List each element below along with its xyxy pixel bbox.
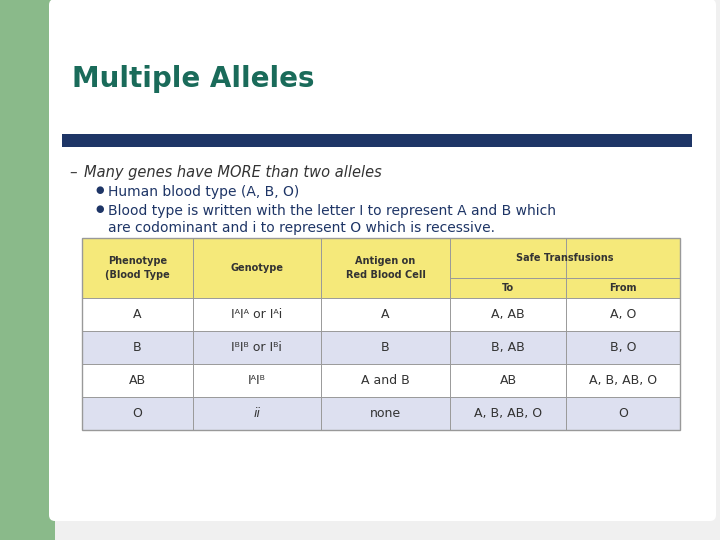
Text: ●: ● bbox=[95, 185, 104, 195]
Bar bbox=[82, 397, 680, 430]
Text: To: To bbox=[502, 283, 514, 293]
Text: Antigen on
Red Blood Cell: Antigen on Red Blood Cell bbox=[346, 256, 426, 280]
Text: O: O bbox=[132, 407, 143, 420]
Text: Genotype: Genotype bbox=[230, 263, 284, 273]
Text: Blood type is written with the letter I to represent A and B which: Blood type is written with the letter I … bbox=[108, 204, 556, 218]
Text: A, AB: A, AB bbox=[491, 308, 525, 321]
Text: B: B bbox=[133, 341, 142, 354]
Text: ii: ii bbox=[253, 407, 261, 420]
Text: A and B: A and B bbox=[361, 374, 410, 387]
Bar bbox=[82, 238, 680, 298]
Text: IᴬIᴬ or Iᴬi: IᴬIᴬ or Iᴬi bbox=[231, 308, 282, 321]
Bar bbox=[62, 134, 692, 147]
Bar bbox=[82, 298, 680, 331]
Text: Many genes have MORE than two alleles: Many genes have MORE than two alleles bbox=[84, 165, 382, 180]
Text: –: – bbox=[69, 165, 76, 180]
Text: none: none bbox=[370, 407, 401, 420]
Text: are codominant and i to represent O which is recessive.: are codominant and i to represent O whic… bbox=[108, 221, 495, 235]
Bar bbox=[82, 238, 680, 430]
Text: A, B, AB, O: A, B, AB, O bbox=[474, 407, 542, 420]
Text: AB: AB bbox=[129, 374, 146, 387]
FancyBboxPatch shape bbox=[49, 0, 716, 521]
Text: B, AB: B, AB bbox=[491, 341, 525, 354]
Text: A, B, AB, O: A, B, AB, O bbox=[589, 374, 657, 387]
Text: A: A bbox=[133, 308, 142, 321]
Bar bbox=[82, 364, 680, 397]
Text: AB: AB bbox=[500, 374, 517, 387]
Text: ●: ● bbox=[95, 204, 104, 214]
Bar bbox=[82, 331, 680, 364]
Text: From: From bbox=[609, 283, 637, 293]
Text: IᴬIᴮ: IᴬIᴮ bbox=[248, 374, 266, 387]
Text: B, O: B, O bbox=[610, 341, 636, 354]
Text: O: O bbox=[618, 407, 628, 420]
Text: A: A bbox=[381, 308, 390, 321]
Text: B: B bbox=[381, 341, 390, 354]
Bar bbox=[0, 0, 55, 540]
Text: Safe Transfusions: Safe Transfusions bbox=[516, 253, 613, 263]
FancyBboxPatch shape bbox=[0, 0, 127, 112]
Text: IᴮIᴮ or Iᴮi: IᴮIᴮ or Iᴮi bbox=[231, 341, 282, 354]
Text: Multiple Alleles: Multiple Alleles bbox=[72, 65, 315, 93]
Text: A, O: A, O bbox=[610, 308, 636, 321]
Text: Human blood type (A, B, O): Human blood type (A, B, O) bbox=[108, 185, 300, 199]
Text: Phenotype
(Blood Type: Phenotype (Blood Type bbox=[105, 256, 170, 280]
